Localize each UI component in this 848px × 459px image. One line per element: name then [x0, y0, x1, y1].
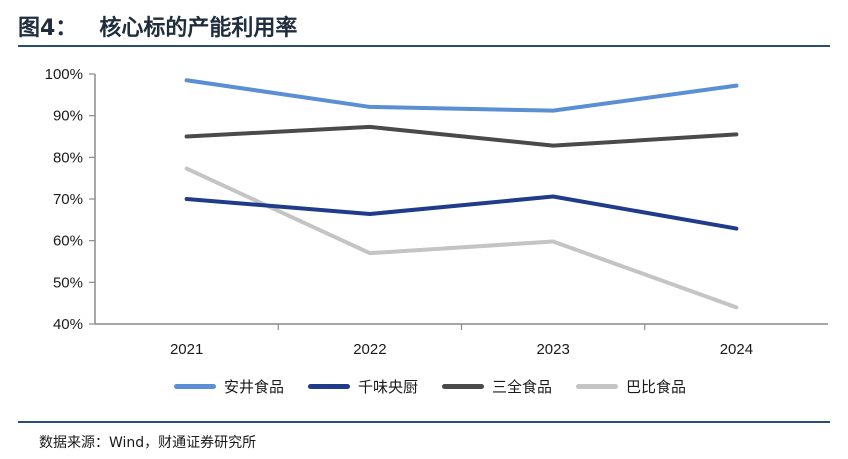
legend-swatch-babi	[576, 383, 619, 389]
x-tick-label: 2024	[720, 341, 753, 358]
series-line-1	[184, 78, 739, 113]
line-chart: 40% 50% 60% 70% 80% 90% 100% 2021 2022 2023 2024	[45, 66, 828, 358]
legend-item-babi: 巴比食品	[576, 376, 686, 397]
y-tick-label: 70%	[53, 191, 83, 208]
chart-series	[184, 78, 739, 310]
legend-label-anjing: 安井食品	[224, 377, 285, 396]
legend-label-sanquan: 三全食品	[492, 377, 553, 396]
x-tick-label: 2022	[353, 341, 386, 358]
x-tick-label: 2023	[536, 341, 569, 358]
legend-swatch-sanquan	[442, 383, 485, 389]
legend-label-babi: 巴比食品	[626, 377, 687, 396]
legend-item-sanquan: 三全食品	[442, 376, 552, 397]
y-tick-label: 40%	[53, 316, 83, 333]
y-tick-label: 50%	[53, 274, 83, 291]
y-tick-label: 60%	[53, 233, 83, 250]
series-line-4	[184, 166, 739, 310]
legend-item-qianwei: 千味央厨	[308, 376, 418, 397]
y-tick-label: 80%	[53, 149, 83, 166]
y-axis-ticks: 40% 50% 60% 70% 80% 90% 100%	[45, 66, 95, 333]
figure-title-text: 核心标的产能利用率	[99, 16, 298, 41]
series-line-3	[184, 124, 739, 148]
legend-item-anjing: 安井食品	[174, 376, 284, 397]
legend-swatch-qianwei	[308, 383, 351, 389]
y-tick-label: 90%	[53, 108, 83, 125]
figure-title: 图4： 核心标的产能利用率	[18, 10, 297, 42]
chart-legend: 安井食品 千味央厨 三全食品 巴比食品	[174, 375, 686, 397]
title-divider	[18, 45, 830, 47]
source-divider	[18, 421, 830, 423]
figure-number: 图4：	[18, 16, 78, 41]
y-tick-label: 100%	[45, 66, 83, 83]
x-axis-ticks: 2021 2022 2023 2024	[170, 324, 753, 358]
series-line-2	[184, 194, 739, 231]
x-tick-label: 2021	[170, 341, 203, 358]
legend-label-qianwei: 千味央厨	[358, 377, 419, 396]
data-source-note: 数据来源：Wind，财通证券研究所	[39, 435, 257, 451]
legend-swatch-anjing	[174, 383, 216, 389]
